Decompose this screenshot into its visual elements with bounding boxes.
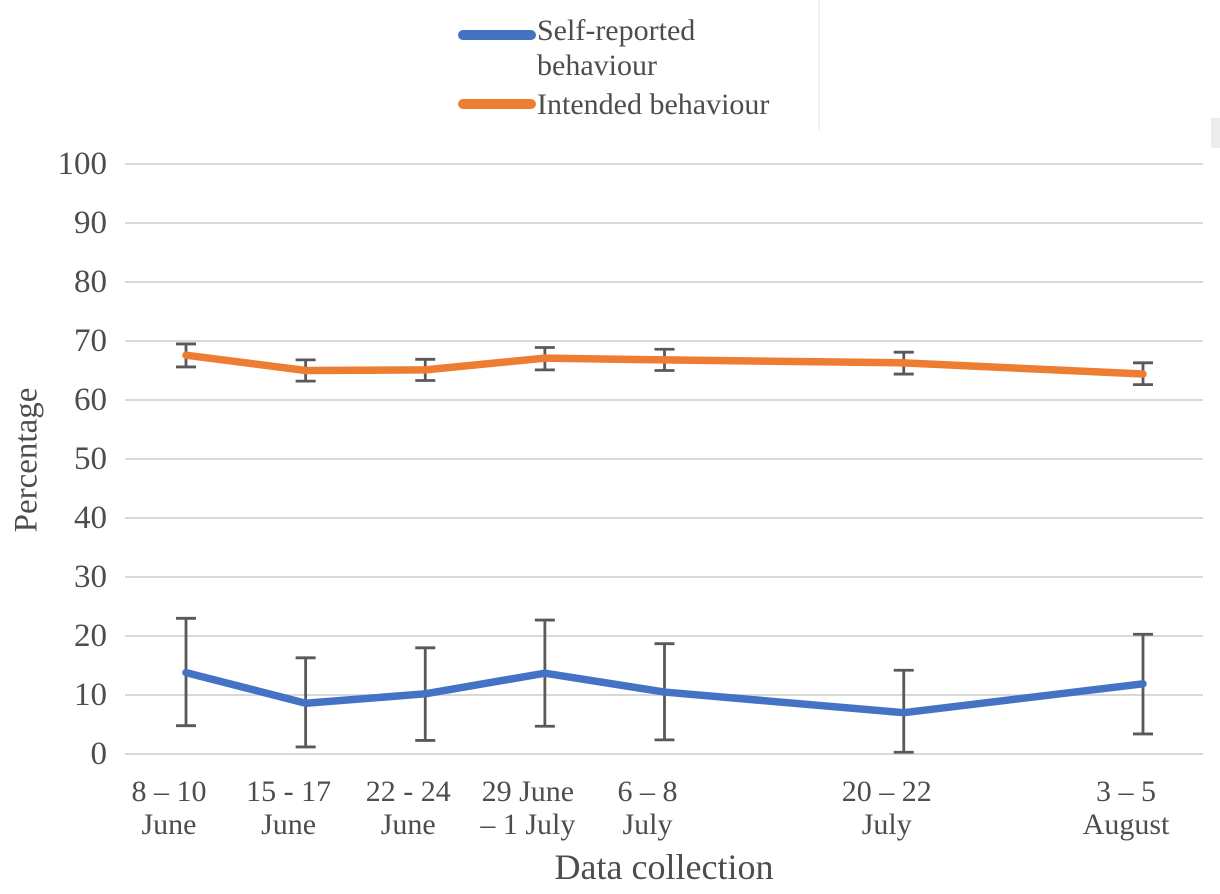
y-tick-label: 100 bbox=[57, 146, 108, 182]
y-tick-label: 80 bbox=[74, 264, 107, 300]
y-tick-label: 30 bbox=[74, 559, 107, 595]
series-line-intended-behaviour bbox=[182, 351, 1147, 378]
y-tick-label: 20 bbox=[74, 618, 107, 654]
legend-line-swatch bbox=[458, 30, 536, 40]
x-tick-label: 29 June – 1 July bbox=[480, 775, 576, 841]
y-tick-label: 50 bbox=[74, 441, 107, 477]
y-tick-label: 70 bbox=[74, 323, 107, 359]
scrollbar-artifact bbox=[1211, 118, 1220, 148]
x-tick-label: 22 - 24 June bbox=[365, 775, 451, 841]
x-axis-title: Data collection bbox=[554, 847, 774, 887]
x-tick-label: 6 – 8 July bbox=[617, 775, 678, 841]
y-axis-title: Percentage bbox=[8, 387, 45, 533]
x-tick-label: 8 – 10 June bbox=[131, 775, 207, 841]
y-tick-label: 60 bbox=[74, 382, 107, 418]
y-tick-label: 0 bbox=[90, 736, 108, 772]
legend-label: Intended behaviour bbox=[537, 88, 770, 121]
legend-box-edge bbox=[818, 0, 820, 130]
x-tick-label: 20 – 22 July bbox=[841, 775, 932, 841]
y-tick-label: 10 bbox=[74, 677, 107, 713]
series-line-self-reported-behaviour bbox=[182, 668, 1147, 717]
legend-line-swatch bbox=[458, 99, 536, 109]
y-tick-label: 40 bbox=[74, 500, 107, 536]
y-tick-label: 90 bbox=[74, 205, 107, 241]
legend-label: Self-reported behaviour bbox=[537, 14, 696, 82]
x-tick-label: 15 - 17 June bbox=[246, 775, 332, 841]
x-tick-label: 3 – 5 August bbox=[1082, 775, 1170, 841]
